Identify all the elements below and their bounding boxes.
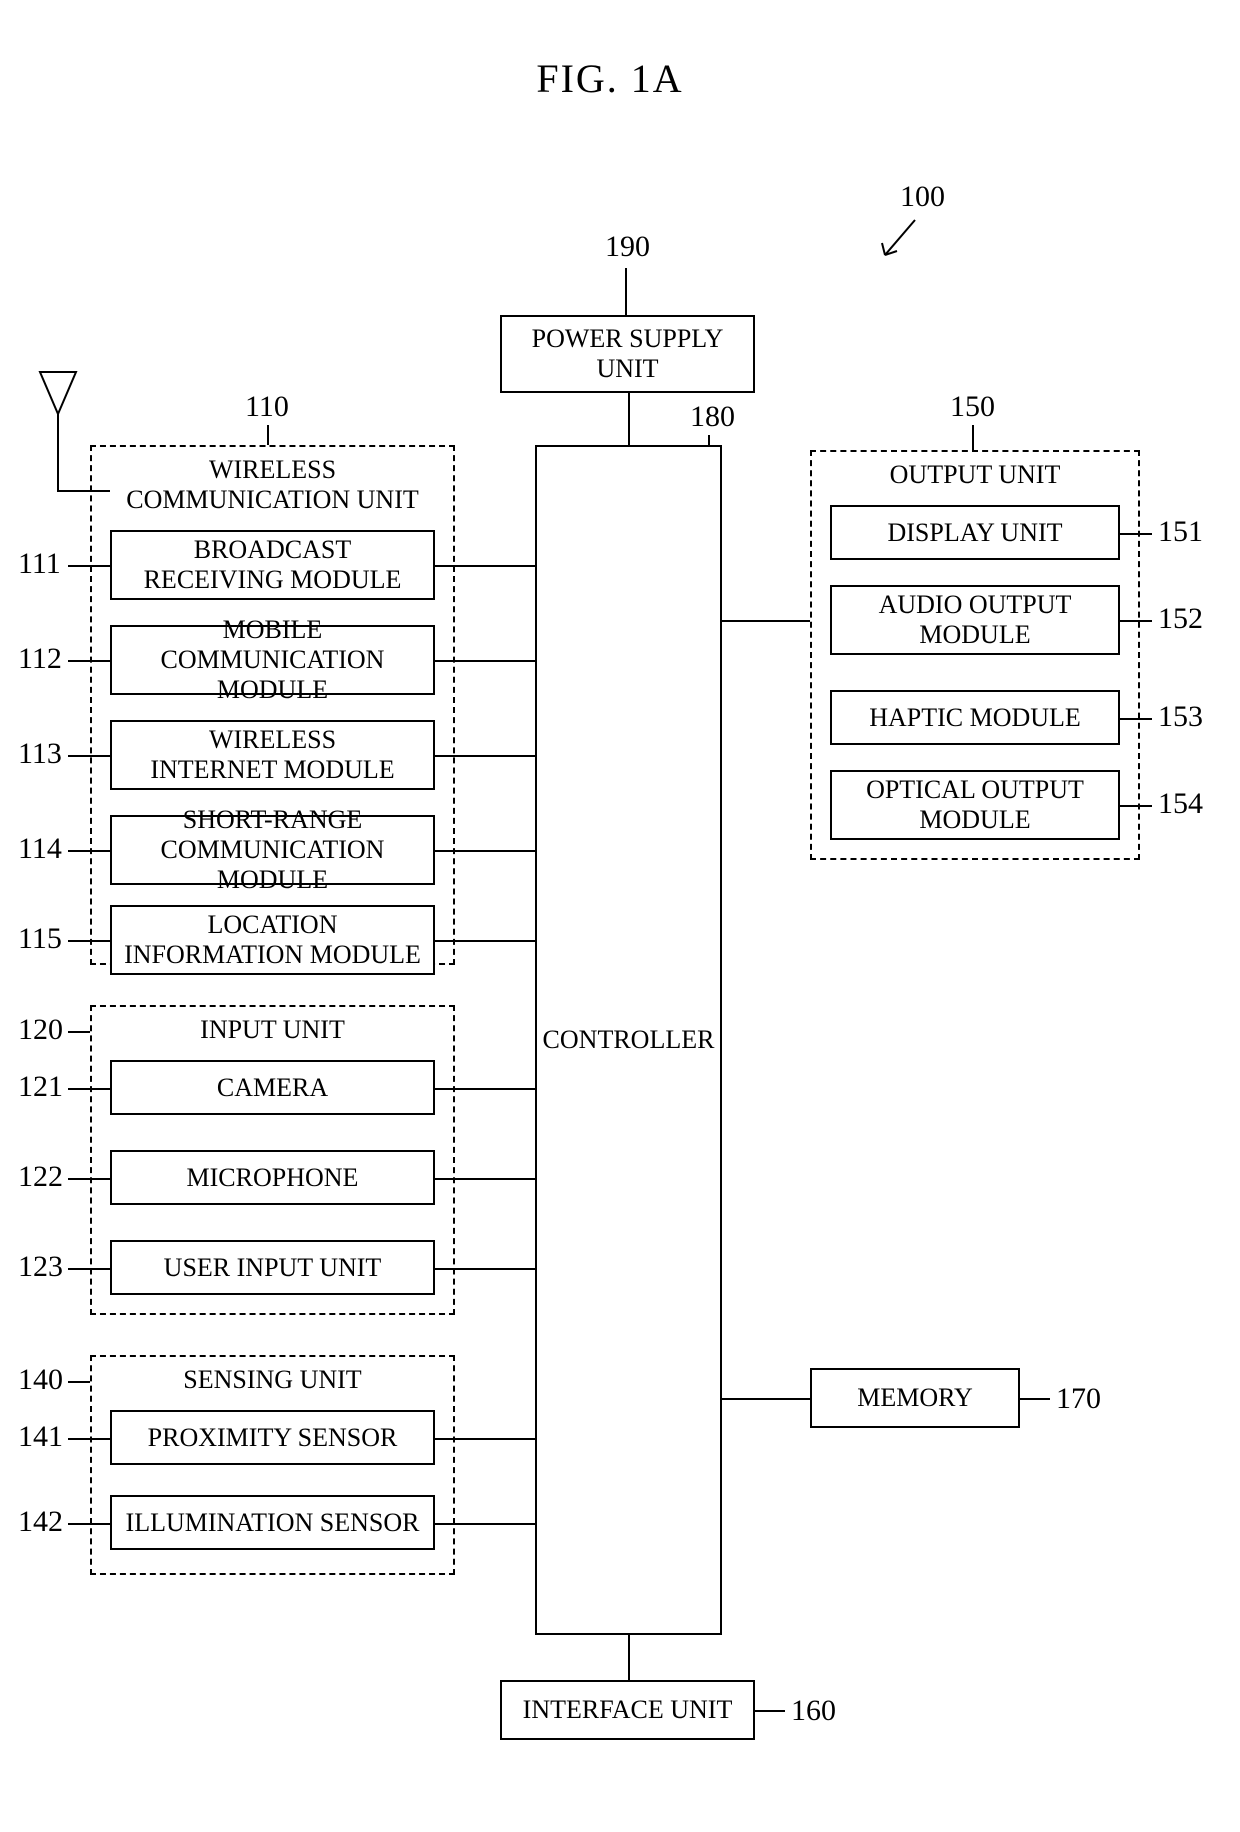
conn-antenna [58, 490, 110, 492]
user_input-box: USER INPUT UNIT [110, 1240, 435, 1295]
ref-controller: 180 [690, 400, 735, 434]
ref-user_input: 123 [18, 1250, 63, 1284]
mobile_comm-box: MOBILECOMMUNICATION MODULE [110, 625, 435, 695]
figure-title: FIG. 1A [480, 55, 740, 102]
leader-haptic [1120, 718, 1152, 720]
conn-broadcast [435, 565, 535, 567]
conn-mobile_comm [435, 660, 535, 662]
leader-microphone [68, 1178, 110, 1180]
ref-haptic: 153 [1158, 700, 1203, 734]
ref-wireless-unit: 110 [245, 390, 289, 424]
leader-sensing-unit [68, 1381, 90, 1383]
leader-input-unit [68, 1031, 90, 1033]
wireless_group-title: WIRELESSCOMMUNICATION UNIT [90, 455, 455, 515]
ref-system: 100 [900, 180, 945, 214]
power-supply-box: POWER SUPPLYUNIT [500, 315, 755, 393]
audio-box: AUDIO OUTPUTMODULE [830, 585, 1120, 655]
leader-user_input [68, 1268, 110, 1270]
broadcast-box: BROADCASTRECEIVING MODULE [110, 530, 435, 600]
leader-camera [68, 1088, 110, 1090]
sensing-group-title: SENSING UNIT [90, 1365, 455, 1395]
ref-audio: 152 [1158, 602, 1203, 636]
leader-mobile_comm [68, 660, 110, 662]
conn-power-controller [628, 393, 630, 445]
ref-optical: 154 [1158, 787, 1203, 821]
ref-camera: 121 [18, 1070, 63, 1104]
optical-box: OPTICAL OUTPUTMODULE [830, 770, 1120, 840]
conn-wireless_internet [435, 755, 535, 757]
memory-box: MEMORY [810, 1368, 1020, 1428]
conn-camera [435, 1088, 535, 1090]
ref-wireless_internet: 113 [18, 737, 62, 771]
leader-controller [708, 435, 710, 447]
conn-proximity [435, 1438, 535, 1440]
ref-sensing-unit: 140 [18, 1363, 63, 1397]
ref-display: 151 [1158, 515, 1203, 549]
ref-input-unit: 120 [18, 1013, 63, 1047]
conn-microphone [435, 1178, 535, 1180]
conn-short_range [435, 850, 535, 852]
ref-broadcast: 111 [18, 547, 61, 581]
ref-output-unit: 150 [950, 390, 995, 424]
short_range-box: SHORT-RANGECOMMUNICATION MODULE [110, 815, 435, 885]
interface-box: INTERFACE UNIT [500, 1680, 755, 1740]
ref-proximity: 141 [18, 1420, 63, 1454]
ref-illumination: 142 [18, 1505, 63, 1539]
leader-display [1120, 533, 1152, 535]
display-box: DISPLAY UNIT [830, 505, 1120, 560]
haptic-box: HAPTIC MODULE [830, 690, 1120, 745]
microphone-box: MICROPHONE [110, 1150, 435, 1205]
ref-microphone: 122 [18, 1160, 63, 1194]
conn-location [435, 940, 535, 942]
proximity-box: PROXIMITY SENSOR [110, 1410, 435, 1465]
leader-output-unit [972, 425, 974, 450]
output-group-title: OUTPUT UNIT [810, 460, 1140, 490]
leader-audio [1120, 620, 1152, 622]
leader-location [68, 940, 110, 942]
input-group-title: INPUT UNIT [90, 1015, 455, 1045]
location-box: LOCATIONINFORMATION MODULE [110, 905, 435, 975]
ref-memory: 170 [1056, 1382, 1101, 1416]
conn-illumination [435, 1523, 535, 1525]
ref-location: 115 [18, 922, 62, 956]
ref-interface: 160 [791, 1694, 836, 1728]
leader-short_range [68, 850, 110, 852]
leader-optical [1120, 805, 1152, 807]
conn-controller-interface [628, 1635, 630, 1680]
illumination-box: ILLUMINATION SENSOR [110, 1495, 435, 1550]
ref-mobile_comm: 112 [18, 642, 62, 676]
leader-wireless-unit [267, 425, 269, 445]
leader-memory [1020, 1398, 1050, 1400]
leader-illumination [68, 1523, 110, 1525]
leader-broadcast [68, 565, 110, 567]
leader-proximity [68, 1438, 110, 1440]
leader-wireless_internet [68, 755, 110, 757]
diagram-canvas: FIG. 1A 100 POWER SUPPLYUNIT 190 CONTROLLER 1… [0, 0, 1240, 1832]
conn-controller-output [722, 620, 810, 622]
leader-power [625, 268, 627, 315]
camera-box: CAMERA [110, 1060, 435, 1115]
controller-box: CONTROLLER [535, 445, 722, 1635]
ref-short_range: 114 [18, 832, 62, 866]
ref-power: 190 [605, 230, 650, 264]
conn-controller-memory [722, 1398, 810, 1400]
ref-system-arrow [870, 215, 930, 275]
antenna-icon [38, 370, 78, 496]
conn-user_input [435, 1268, 535, 1270]
leader-interface [755, 1710, 785, 1712]
wireless_internet-box: WIRELESSINTERNET MODULE [110, 720, 435, 790]
